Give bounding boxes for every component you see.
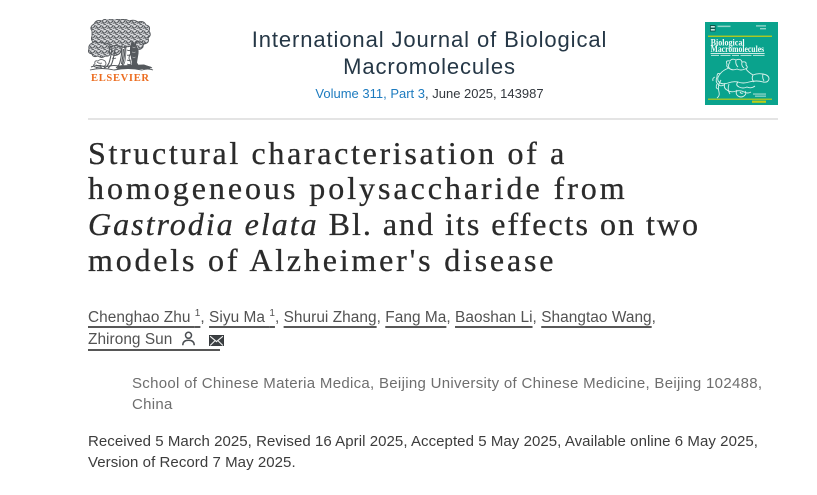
svg-text:Biological: Biological [711,38,745,48]
svg-text:ELSEVIER: ELSEVIER [91,73,150,84]
svg-text:Macromolecules: Macromolecules [711,45,765,55]
